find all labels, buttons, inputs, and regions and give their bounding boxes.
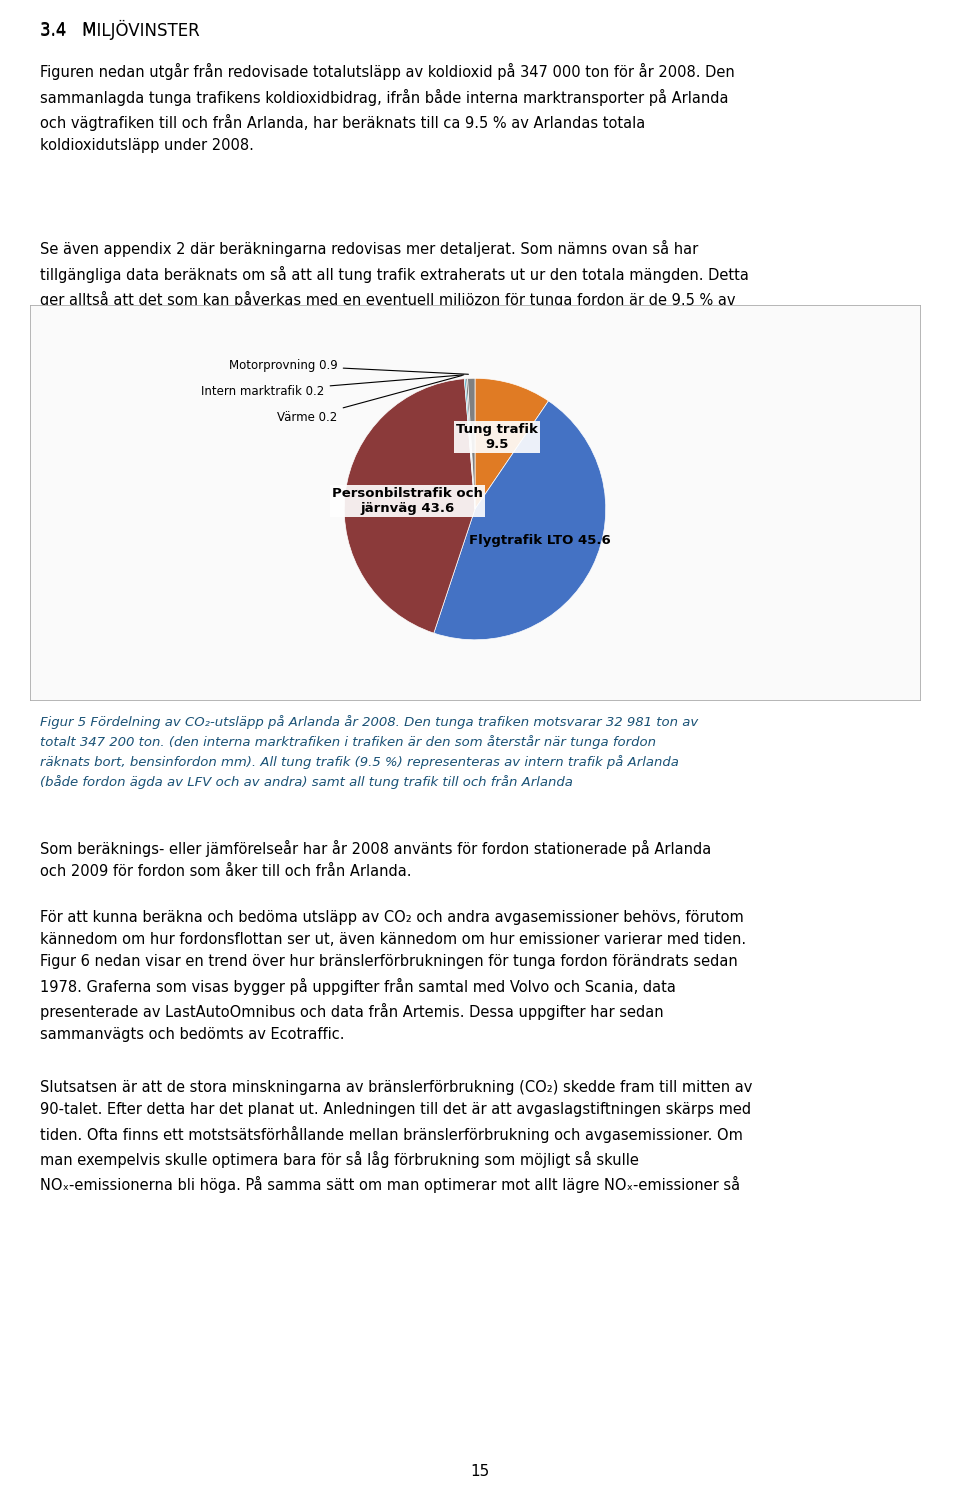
Text: Figuren nedan utgår från redovisade totalutsläpp av koldioxid på 347 000 ton för: Figuren nedan utgår från redovisade tota… [40,63,735,153]
Text: Flygtrafik LTO 45.6: Flygtrafik LTO 45.6 [468,535,611,547]
Text: Personbilstrafik och
järnväg 43.6: Personbilstrafik och järnväg 43.6 [332,487,483,516]
Text: Motorprovning 0.9: Motorprovning 0.9 [228,359,468,374]
Text: 15: 15 [470,1464,490,1479]
Text: Figur 5 Fördelning av CO₂-utsläpp på Arlanda år 2008. Den tunga trafiken motsvar: Figur 5 Fördelning av CO₂-utsläpp på Arl… [40,715,699,789]
Text: 3.4   MILJÖVINSTER: 3.4 MILJÖVINSTER [40,20,200,41]
Wedge shape [345,379,475,633]
Wedge shape [475,379,548,510]
Text: Tung trafik
9.5: Tung trafik 9.5 [456,422,539,451]
Text: 3.4   M: 3.4 M [40,21,97,39]
Wedge shape [468,379,475,510]
Text: Slutsatsen är att de stora minskningarna av bränslerförbrukning (CO₂) skedde fra: Slutsatsen är att de stora minskningarna… [40,1081,753,1193]
Text: Se även appendix 2 där beräkningarna redovisas mer detaljerat. Som nämns ovan så: Se även appendix 2 där beräkningarna red… [40,240,749,331]
Text: För att kunna beräkna och bedöma utsläpp av CO₂ och andra avgasemissioner behövs: För att kunna beräkna och bedöma utsläpp… [40,909,747,1043]
Text: Intern marktrafik 0.2: Intern marktrafik 0.2 [202,374,464,398]
Wedge shape [466,379,475,510]
Text: Värme 0.2: Värme 0.2 [277,376,462,424]
Wedge shape [434,401,606,640]
Wedge shape [465,379,475,510]
Text: Som beräknings- eller jämförelseår har år 2008 använts för fordon stationerade p: Som beräknings- eller jämförelseår har å… [40,840,711,879]
